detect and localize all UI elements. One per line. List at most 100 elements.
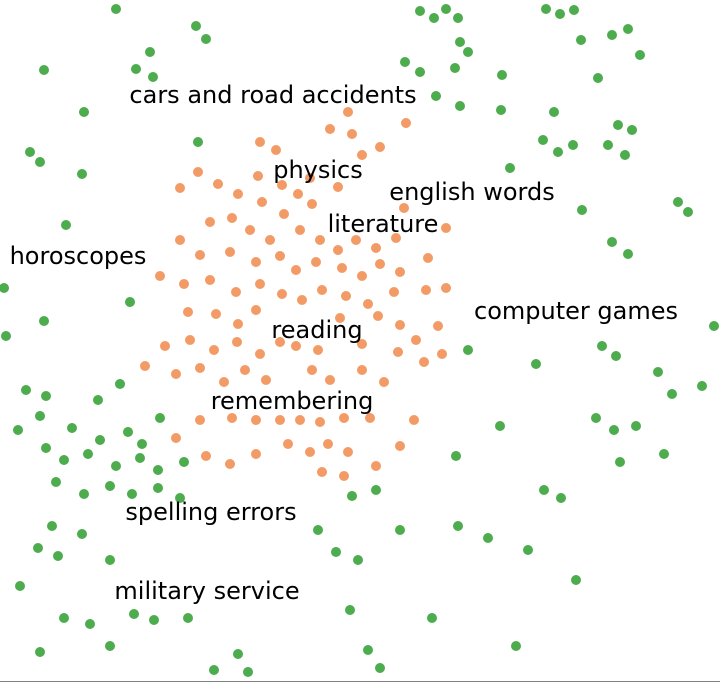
scatter-point [597,341,607,351]
scatter-point [123,427,133,437]
scatter-label: remembering [211,387,374,415]
scatter-point [421,285,431,295]
scatter-point [265,235,275,245]
scatter-point [313,345,323,355]
scatter-point [175,183,185,193]
scatter-chart: cars and road accidentsphysicsenglish wo… [0,0,720,682]
scatter-point [77,169,87,179]
scatter-point [311,257,321,267]
scatter-point [171,433,181,443]
scatter-point [317,285,327,295]
scatter-point [341,291,351,301]
scatter-point [325,124,335,134]
scatter-label: reading [271,316,362,344]
scatter-point [305,447,315,457]
scatter-point [137,439,147,449]
scatter-point [213,179,223,189]
scatter-point [611,351,621,361]
scatter-point [261,375,271,385]
scatter-point [131,64,141,74]
scatter-point [293,189,303,199]
scatter-point [357,365,367,375]
scatter-point [53,551,63,561]
scatter-point [95,435,105,445]
scatter-point [145,47,155,57]
scatter-point [553,147,563,157]
scatter-point [13,425,23,435]
scatter-point [61,220,71,230]
scatter-point [105,481,115,491]
scatter-point [251,415,261,425]
scatter-point [79,107,89,117]
scatter-point [171,369,181,379]
scatter-point [79,489,89,499]
scatter-point [375,663,385,673]
scatter-point [209,665,219,675]
scatter-label: english words [389,178,554,206]
scatter-point [607,30,617,40]
scatter-point [59,613,69,623]
scatter-point [343,447,353,457]
scatter-label: literature [328,210,439,238]
scatter-point [233,319,243,329]
scatter-point [105,641,115,651]
scatter-point [441,283,451,293]
scatter-point [697,381,707,391]
scatter-point [347,491,357,501]
scatter-point [415,6,425,16]
scatter-point [83,449,93,459]
scatter-point [523,545,533,555]
scatter-point [623,24,633,34]
scatter-point [93,395,103,405]
scatter-point [455,37,465,47]
scatter-point [255,279,265,289]
scatter-point [511,641,521,651]
scatter-point [243,667,253,677]
scatter-point [115,379,125,389]
scatter-point [389,287,399,297]
scatter-point [155,413,165,423]
scatter-point [21,385,31,395]
scatter-point [453,521,463,531]
scatter-point [463,47,473,57]
scatter-point [111,4,121,14]
scatter-point [371,243,381,253]
scatter-point [437,349,447,359]
scatter-point [35,647,45,657]
scatter-point [185,335,195,345]
scatter-point [35,157,45,167]
scatter-label: spelling errors [125,498,296,526]
scatter-point [240,365,250,375]
scatter-point [232,337,242,347]
scatter-point [345,605,355,615]
scatter-point [419,357,429,367]
scatter-point [653,367,663,377]
scatter-point [613,120,623,130]
scatter-point [363,645,373,655]
scatter-point [325,375,335,385]
scatter-point [257,197,267,207]
scatter-point [153,483,163,493]
scatter-point [85,619,95,629]
scatter-point [431,91,441,101]
scatter-point [323,439,333,449]
scatter-point [39,65,49,75]
scatter-point [277,289,287,299]
scatter-point [179,279,189,289]
scatter-point [317,467,327,477]
scatter-point [409,415,419,425]
scatter-point [291,265,301,275]
scatter-point [603,140,613,150]
scatter-point [111,461,121,471]
scatter-point [15,581,25,591]
scatter-point [363,299,373,309]
scatter-point [538,135,548,145]
scatter-point [375,142,385,152]
scatter-point [47,521,57,531]
scatter-point [233,189,243,199]
scatter-point [251,257,261,267]
scatter-point [333,245,343,255]
scatter-point [395,267,405,277]
scatter-point [195,250,205,260]
scatter-point [193,167,203,177]
